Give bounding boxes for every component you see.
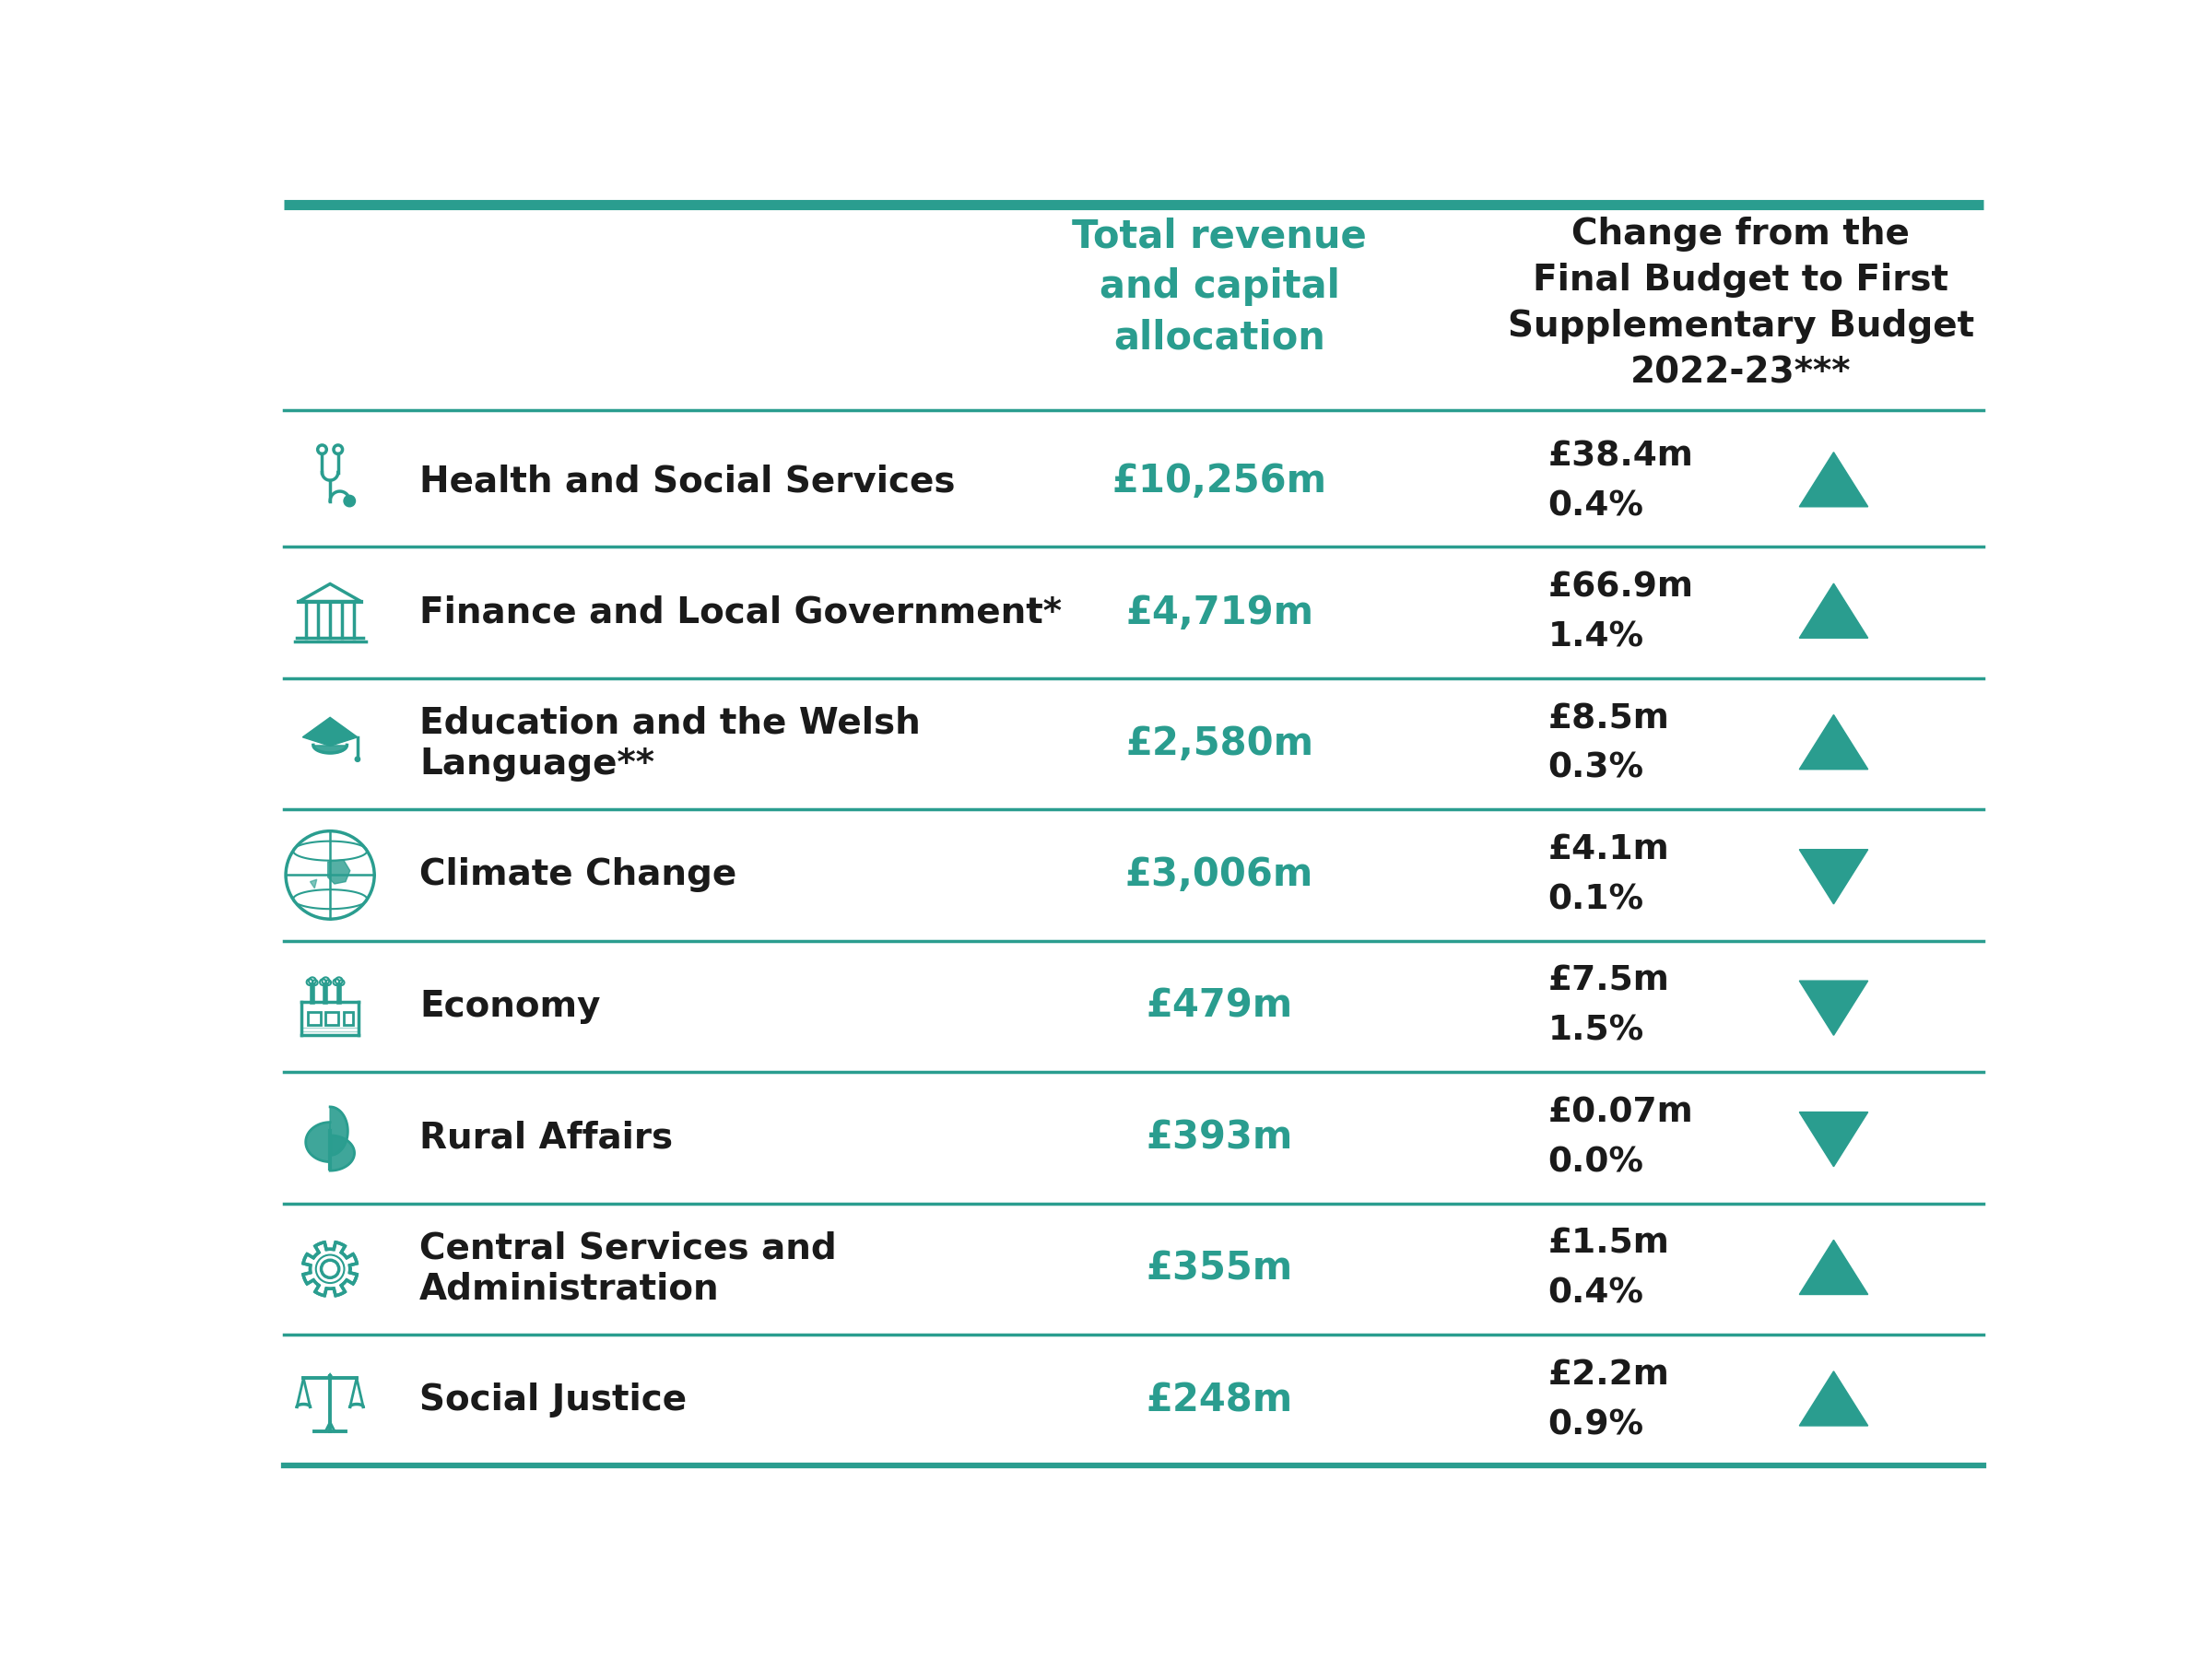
- Polygon shape: [327, 1372, 332, 1375]
- Text: £8.5m: £8.5m: [1548, 702, 1670, 735]
- Text: Finance and Local Government*: Finance and Local Government*: [420, 596, 1062, 630]
- Text: £0.07m: £0.07m: [1548, 1097, 1694, 1130]
- Text: 1.4%: 1.4%: [1548, 620, 1644, 654]
- Text: £10,256m: £10,256m: [1113, 461, 1327, 501]
- Polygon shape: [1798, 1372, 1867, 1425]
- Text: £355m: £355m: [1146, 1249, 1292, 1289]
- Polygon shape: [1798, 849, 1867, 904]
- Polygon shape: [303, 717, 358, 747]
- Text: £4.1m: £4.1m: [1548, 833, 1670, 866]
- Polygon shape: [305, 1121, 330, 1161]
- Text: £3,006m: £3,006m: [1126, 856, 1314, 894]
- Circle shape: [354, 757, 361, 761]
- Polygon shape: [1798, 980, 1867, 1035]
- Text: £2.2m: £2.2m: [1548, 1359, 1670, 1392]
- Polygon shape: [1798, 584, 1867, 639]
- Text: £248m: £248m: [1146, 1380, 1292, 1420]
- Text: £479m: £479m: [1146, 987, 1292, 1025]
- Text: 0.4%: 0.4%: [1548, 1277, 1644, 1311]
- Text: £38.4m: £38.4m: [1548, 440, 1694, 473]
- Text: Central Services and
Administration: Central Services and Administration: [420, 1231, 836, 1307]
- Text: £4,719m: £4,719m: [1126, 594, 1314, 632]
- Text: £66.9m: £66.9m: [1548, 571, 1694, 604]
- Bar: [307, 1012, 321, 1025]
- Text: 0.0%: 0.0%: [1548, 1146, 1644, 1180]
- Polygon shape: [1798, 1112, 1867, 1166]
- Text: £2,580m: £2,580m: [1126, 725, 1314, 763]
- Text: Economy: Economy: [420, 989, 599, 1024]
- Text: £393m: £393m: [1146, 1118, 1292, 1156]
- Polygon shape: [1798, 1239, 1867, 1294]
- Circle shape: [321, 1261, 338, 1277]
- Text: Climate Change: Climate Change: [420, 858, 737, 893]
- Text: 0.9%: 0.9%: [1548, 1408, 1644, 1442]
- Circle shape: [343, 496, 356, 506]
- Text: 0.1%: 0.1%: [1548, 883, 1644, 916]
- Text: 0.4%: 0.4%: [1548, 489, 1644, 523]
- Text: Rural Affairs: Rural Affairs: [420, 1120, 672, 1155]
- Polygon shape: [1798, 453, 1867, 506]
- Text: Health and Social Services: Health and Social Services: [420, 463, 956, 499]
- Text: Education and the Welsh
Language**: Education and the Welsh Language**: [420, 707, 920, 781]
- Polygon shape: [327, 859, 349, 884]
- Text: Change from the
Final Budget to First
Supplementary Budget
2022-23***: Change from the Final Budget to First Su…: [1509, 217, 1973, 390]
- Text: 0.3%: 0.3%: [1548, 752, 1644, 785]
- Text: Total revenue
and capital
allocation: Total revenue and capital allocation: [1073, 217, 1367, 357]
- Bar: [343, 1012, 354, 1025]
- Polygon shape: [1798, 715, 1867, 770]
- Bar: [325, 1012, 338, 1025]
- Polygon shape: [310, 879, 316, 888]
- Polygon shape: [330, 1107, 347, 1155]
- Text: £1.5m: £1.5m: [1548, 1228, 1670, 1261]
- Text: 1.5%: 1.5%: [1548, 1015, 1644, 1048]
- Polygon shape: [330, 1135, 354, 1171]
- Text: £7.5m: £7.5m: [1548, 966, 1670, 999]
- Text: Social Justice: Social Justice: [420, 1382, 686, 1418]
